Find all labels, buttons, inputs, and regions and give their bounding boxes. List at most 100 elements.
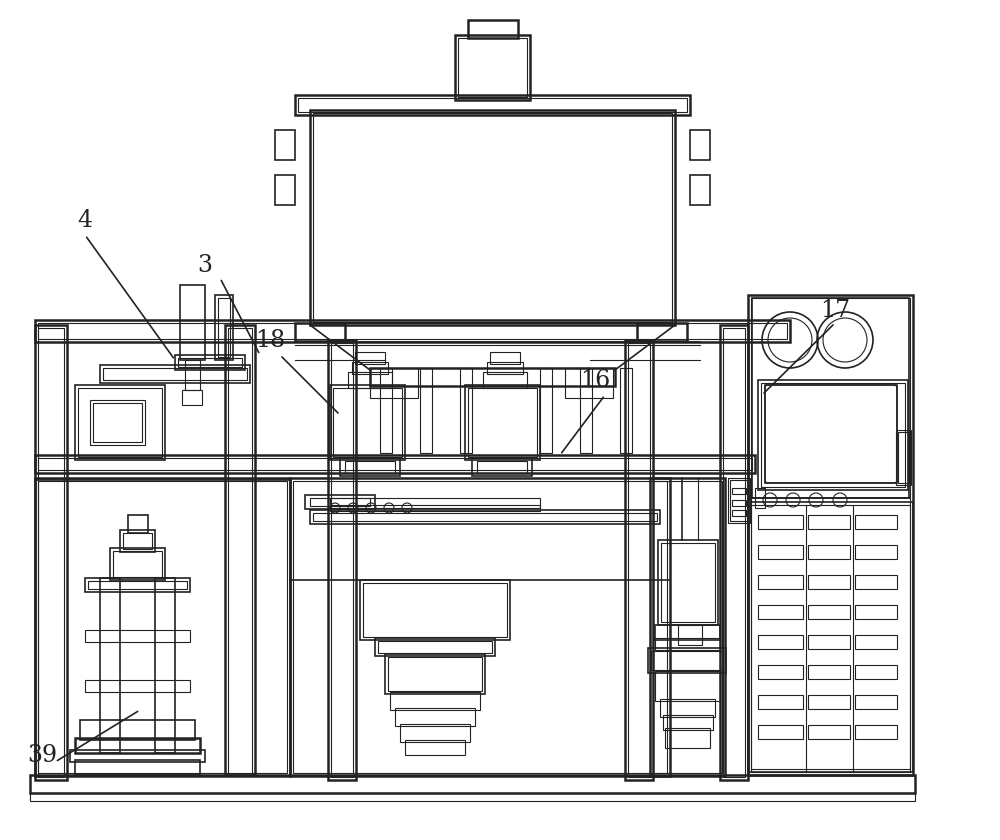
Bar xyxy=(490,352,520,364)
Bar xyxy=(650,478,725,776)
Bar xyxy=(228,328,252,775)
Bar xyxy=(625,340,653,780)
Bar xyxy=(655,625,720,640)
Bar xyxy=(580,368,592,453)
Bar xyxy=(730,480,748,521)
Bar xyxy=(388,657,482,691)
Bar xyxy=(100,578,120,753)
Bar xyxy=(468,388,537,457)
Bar xyxy=(808,545,850,559)
Bar xyxy=(651,651,723,670)
Bar xyxy=(751,505,910,769)
Bar xyxy=(748,295,913,775)
Bar xyxy=(182,390,202,405)
Bar xyxy=(175,355,245,370)
Bar xyxy=(483,372,527,388)
Bar xyxy=(487,362,523,374)
Bar xyxy=(655,671,720,701)
Bar xyxy=(293,481,667,773)
Bar xyxy=(748,502,913,772)
Bar xyxy=(690,175,710,205)
Bar xyxy=(400,724,470,742)
Text: 17: 17 xyxy=(820,298,850,322)
Bar xyxy=(855,665,897,679)
Bar xyxy=(225,325,255,775)
Bar xyxy=(185,360,200,390)
Bar xyxy=(310,510,660,524)
Bar xyxy=(732,500,746,506)
Bar xyxy=(732,488,746,494)
Bar xyxy=(637,323,687,341)
Bar xyxy=(295,323,345,341)
Bar xyxy=(75,760,200,775)
Bar xyxy=(808,725,850,739)
Bar xyxy=(355,352,385,364)
Bar xyxy=(808,665,850,679)
Bar xyxy=(758,695,803,709)
Bar xyxy=(472,458,532,476)
Bar xyxy=(298,98,687,112)
Bar xyxy=(855,695,897,709)
Bar xyxy=(808,515,850,529)
Bar xyxy=(85,680,190,692)
Bar xyxy=(755,488,765,508)
Bar xyxy=(628,343,650,777)
Bar xyxy=(648,648,726,673)
Bar xyxy=(665,728,710,748)
Bar xyxy=(38,481,287,773)
Bar xyxy=(85,630,190,642)
Bar xyxy=(35,320,790,342)
Bar xyxy=(661,543,715,622)
Bar xyxy=(35,478,290,776)
Bar xyxy=(30,793,915,801)
Bar xyxy=(758,605,803,619)
Bar xyxy=(808,605,850,619)
Bar xyxy=(363,583,507,637)
Bar xyxy=(370,368,418,398)
Bar xyxy=(348,372,392,388)
Bar xyxy=(38,328,64,777)
Bar xyxy=(465,385,540,460)
Bar xyxy=(85,578,190,592)
Bar xyxy=(330,385,405,460)
Bar xyxy=(305,495,375,509)
Bar xyxy=(313,113,672,322)
Bar xyxy=(38,323,787,339)
Bar xyxy=(663,715,713,730)
Bar xyxy=(328,340,356,780)
Bar xyxy=(395,708,475,726)
Text: 16: 16 xyxy=(580,369,610,391)
Bar xyxy=(758,380,908,490)
Bar xyxy=(70,750,205,762)
Bar xyxy=(758,575,803,589)
Bar xyxy=(93,403,142,442)
Bar xyxy=(180,285,205,360)
Bar xyxy=(808,635,850,649)
Bar xyxy=(380,368,392,453)
Bar xyxy=(345,461,395,473)
Bar xyxy=(458,38,527,97)
Bar xyxy=(35,455,755,473)
Bar xyxy=(340,458,400,476)
Bar xyxy=(420,368,432,453)
Text: 39: 39 xyxy=(27,743,57,767)
Bar xyxy=(690,130,710,160)
Bar xyxy=(460,368,472,453)
Bar xyxy=(100,365,250,383)
Bar xyxy=(565,368,613,398)
Bar xyxy=(178,358,242,367)
Bar xyxy=(30,775,915,793)
Bar xyxy=(295,95,690,115)
Bar xyxy=(678,625,702,645)
Bar xyxy=(128,515,148,533)
Bar xyxy=(405,740,465,755)
Bar xyxy=(758,635,803,649)
Bar xyxy=(352,362,388,374)
Bar xyxy=(75,385,165,460)
Bar xyxy=(723,328,745,777)
Bar xyxy=(215,295,233,360)
Bar xyxy=(455,35,530,100)
Bar xyxy=(808,575,850,589)
Bar xyxy=(218,298,230,357)
Bar xyxy=(331,343,353,777)
